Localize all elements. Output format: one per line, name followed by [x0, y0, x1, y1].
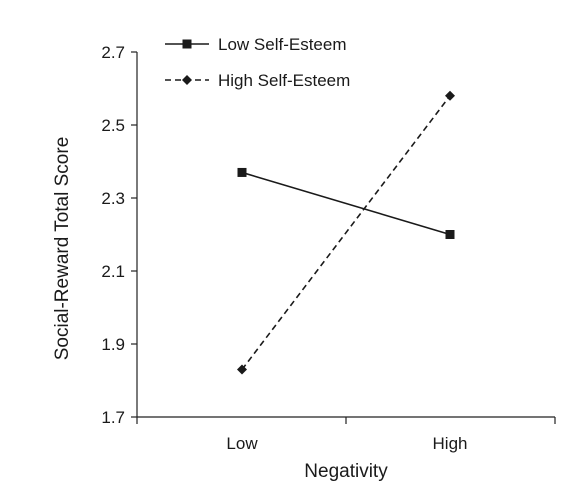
y-tick-label: 2.1: [101, 262, 125, 281]
data-point: [445, 90, 455, 101]
y-tick-label: 2.7: [101, 43, 125, 62]
y-tick-label: 2.5: [101, 116, 125, 135]
series-1: [237, 167, 455, 239]
legend-marker: [182, 75, 192, 85]
data-point: [237, 167, 247, 177]
y-tick-label: 2.3: [101, 189, 125, 208]
y-tick-label: 1.9: [101, 335, 125, 354]
series-layer: [237, 90, 455, 375]
axes: [136, 52, 555, 418]
y-ticks: 1.7 1.9 2.1 2.3 2.5 2.7: [101, 43, 137, 427]
x-axis-title: Negativity: [304, 461, 388, 482]
data-point: [445, 230, 455, 239]
x-tick-label: High: [433, 434, 468, 453]
series-line: [241, 95, 451, 371]
legend-marker: [182, 39, 192, 49]
y-axis-title: Social-Reward Total Score: [52, 137, 73, 361]
data-point: [237, 364, 247, 375]
series-2: [237, 90, 455, 375]
x-tick-label: Low: [226, 434, 258, 453]
legend-label: High Self-Esteem: [218, 71, 350, 90]
legend-label: Low Self-Esteem: [218, 35, 347, 54]
legend: Low Self-Esteem High Self-Esteem: [165, 35, 350, 90]
legend-entry: High Self-Esteem: [165, 71, 350, 90]
legend-entry: Low Self-Esteem: [165, 35, 347, 54]
series-line: [241, 171, 451, 236]
y-tick-label: 1.7: [101, 408, 125, 427]
x-ticks: Low High: [136, 417, 556, 453]
